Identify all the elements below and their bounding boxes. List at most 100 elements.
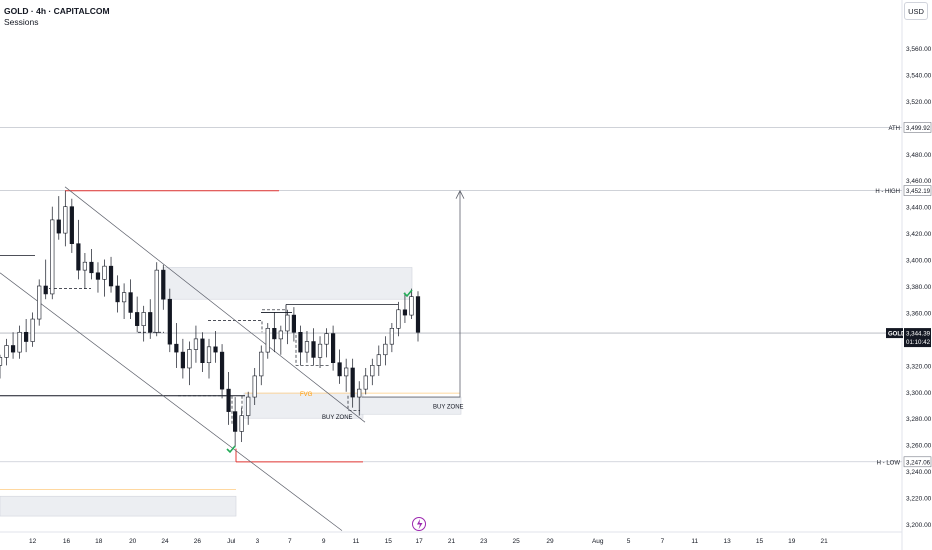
- candle-down: [311, 341, 316, 358]
- candle-up: [50, 219, 55, 295]
- candle-up: [376, 354, 381, 366]
- candle-down: [115, 285, 120, 303]
- x-tick-label: 11: [691, 538, 698, 545]
- candle-down: [272, 328, 277, 340]
- x-tick-label: 20: [129, 538, 137, 545]
- candle-down: [291, 314, 297, 333]
- projection-path: [362, 190, 461, 398]
- candles-group: [0, 190, 421, 448]
- candle-up: [187, 349, 192, 369]
- candle-up: [30, 318, 35, 342]
- x-tick-label: 26: [194, 538, 202, 545]
- x-tick-label: 12: [29, 538, 37, 545]
- currency-button[interactable]: USD: [904, 2, 928, 20]
- candle-down: [350, 367, 355, 398]
- y-tick-label: 3,480.00: [906, 152, 932, 159]
- candle-up: [344, 367, 349, 377]
- candle-up: [396, 309, 401, 329]
- check-mark-high: [403, 289, 413, 298]
- x-tick-label: 16: [63, 538, 71, 545]
- candle-down: [43, 285, 48, 295]
- current-price-value: 3,344.39: [906, 331, 931, 338]
- level-price-value: 3,247.06: [906, 459, 931, 466]
- level-price-box: [903, 185, 932, 196]
- x-tick-label: 15: [385, 538, 393, 545]
- candle-up: [37, 285, 42, 320]
- candle-down: [56, 219, 61, 234]
- supply-zone-box: [162, 267, 413, 300]
- x-tick-label: 13: [724, 538, 732, 545]
- candle-up: [82, 261, 88, 271]
- fvg-label: FVG: [300, 392, 313, 398]
- y-tick-label: 3,220.00: [906, 496, 932, 503]
- y-tick-label: 3,440.00: [906, 205, 932, 212]
- candle-up: [383, 343, 388, 356]
- y-tick-label: 3,400.00: [906, 258, 932, 265]
- candle-up: [193, 338, 199, 350]
- lightning-bolt-glyph: [417, 519, 423, 530]
- candle-up: [317, 343, 323, 358]
- y-tick-label: 3,520.00: [906, 99, 932, 106]
- candle-down: [76, 243, 81, 271]
- y-tick-label: 3,380.00: [906, 284, 932, 291]
- current-symbol-label: GOLD: [888, 332, 906, 338]
- x-tick-label: 23: [480, 538, 488, 545]
- candle-up: [389, 328, 394, 345]
- x-tick-label: 7: [288, 538, 292, 545]
- candle-down: [226, 388, 231, 412]
- projection-arrowhead: [455, 189, 465, 199]
- candle-up: [363, 375, 368, 390]
- y-tick-label: 3,200.00: [906, 522, 932, 529]
- candle-up: [278, 330, 283, 340]
- candle-down: [148, 312, 153, 333]
- candle-down: [330, 333, 336, 363]
- candle-up: [154, 269, 159, 333]
- candle-up: [17, 331, 22, 353]
- candle-down: [415, 296, 421, 333]
- channel-lower-line: [0, 272, 343, 531]
- x-tick-label: 29: [546, 538, 554, 545]
- candle-down: [174, 343, 179, 353]
- candle-up: [252, 375, 257, 398]
- buy-zone-label-right: BUY ZONE: [433, 404, 464, 410]
- chart-header: GOLD · 4h · CAPITALCOM Sessions: [4, 6, 110, 28]
- candle-up: [285, 314, 290, 332]
- x-tick-label: 3: [256, 538, 260, 545]
- level-label: ATH: [888, 126, 900, 132]
- candle-down: [69, 206, 74, 244]
- candle-down: [89, 261, 94, 274]
- candle-up: [4, 345, 9, 358]
- candle-down: [233, 411, 238, 432]
- x-tick-label: Aug: [592, 538, 604, 545]
- candle-up: [409, 296, 414, 316]
- candle-down: [10, 345, 16, 353]
- bar-countdown: 01:10:42: [906, 339, 931, 346]
- candle-down: [200, 338, 205, 363]
- candle-up: [0, 357, 3, 366]
- candle-up: [141, 312, 146, 326]
- channel-upper-line: [64, 186, 366, 423]
- current-symbol-tag: [886, 328, 903, 339]
- candle-up: [259, 351, 264, 377]
- y-tick-label: 3,540.00: [906, 72, 932, 79]
- x-tick-label: 7: [661, 538, 665, 545]
- y-tick-label: 3,300.00: [906, 390, 932, 397]
- lower-zone-box: [0, 495, 237, 517]
- x-tick-label: 18: [95, 538, 103, 545]
- candle-up: [265, 328, 270, 353]
- level-price-value: 3,499.92: [906, 125, 931, 132]
- candle-up: [102, 265, 107, 280]
- candle-down: [108, 265, 114, 287]
- x-tick-label: 19: [788, 538, 796, 545]
- candle-up: [63, 206, 68, 234]
- candle-down: [219, 351, 225, 390]
- y-tick-label: 3,460.00: [906, 178, 932, 185]
- candle-down: [180, 351, 185, 369]
- y-tick-label: 3,240.00: [906, 469, 932, 476]
- indicator-sessions[interactable]: Sessions: [4, 17, 39, 27]
- level-price-box: [903, 456, 932, 468]
- candle-down: [135, 312, 140, 326]
- candle-up: [121, 292, 127, 303]
- current-price-tag: [904, 328, 931, 348]
